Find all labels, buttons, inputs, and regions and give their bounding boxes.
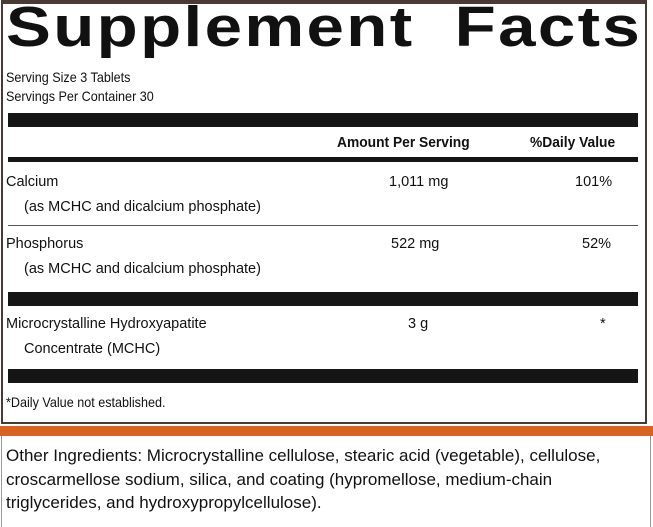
nutrient-name: Microcrystalline Hydroxyapatite	[6, 316, 207, 332]
nutrient-source: (as MCHC and dicalcium phosphate)	[24, 261, 261, 277]
thick-divider	[8, 292, 638, 306]
other-ingredients-box	[1, 436, 651, 527]
nutrient-name: Phosphorus	[6, 236, 84, 252]
nutrient-dv: 101%	[575, 174, 613, 190]
title-word-1: Supplement	[6, 0, 415, 59]
supplement-facts-panel	[1, 0, 647, 424]
accent-bar	[0, 426, 653, 436]
nutrient-name: Calcium	[6, 174, 59, 190]
header-amount: Amount Per Serving	[337, 134, 470, 151]
servings-per-container: Servings Per Container 30	[6, 88, 154, 104]
title-word-2: Facts	[454, 0, 643, 59]
nutrient-source: (as MCHC and dicalcium phosphate)	[24, 199, 261, 215]
header-divider	[8, 157, 638, 162]
nutrient-amount: 522 mg	[391, 236, 440, 252]
nutrient-amount: 1,011 mg	[389, 174, 449, 190]
nutrient-amount: 3 g	[408, 316, 429, 332]
nutrient-source: Concentrate (MCHC)	[24, 341, 161, 357]
header-daily-value: %Daily Value	[530, 134, 616, 151]
thick-divider	[8, 113, 638, 127]
serving-size: Serving Size 3 Tablets	[6, 69, 131, 85]
nutrient-dv: *	[600, 316, 606, 332]
panel-title: Supplement Facts	[6, 0, 642, 60]
thick-divider	[8, 369, 638, 383]
row-divider	[8, 225, 638, 226]
other-ingredients: Other Ingredients: Microcrystalline cell…	[6, 446, 601, 512]
footnote: *Daily Value not established.	[6, 394, 166, 410]
nutrient-dv: 52%	[582, 236, 612, 252]
